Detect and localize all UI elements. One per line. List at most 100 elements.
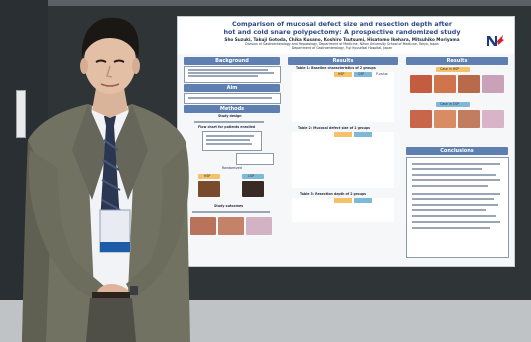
board-number-sign bbox=[16, 90, 26, 138]
left-arm bbox=[28, 150, 104, 300]
poster-authors-block: Sho Suzuki, Takuji Gotoda, Chika Kusano,… bbox=[192, 37, 492, 50]
table-2-title: Table 2: Mucosal defect size of 2 groups bbox=[298, 126, 371, 130]
poster-title-line-1: Comparison of mucosal defect size and re… bbox=[231, 20, 453, 28]
left-ear bbox=[80, 58, 88, 74]
poster-authors: Sho Suzuki, Takuji Gotoda, Chika Kusano,… bbox=[224, 37, 460, 42]
conclusions-header: Conclusions bbox=[406, 147, 508, 155]
aim-header: Aim bbox=[184, 84, 280, 92]
results-title: Results bbox=[332, 58, 354, 64]
board-top-rail bbox=[0, 0, 531, 6]
outcome-photo-1 bbox=[190, 217, 216, 235]
column-2: Results Table 1: Baseline characteristic… bbox=[288, 57, 398, 260]
research-poster: Comparison of mucosal defect size and re… bbox=[178, 17, 514, 266]
table-3-hsp-header bbox=[334, 198, 352, 203]
table-2-csp-header bbox=[354, 132, 372, 137]
case-csp-photo-4 bbox=[482, 110, 504, 128]
table-3-title: Table 3: Resection depth of 2 groups bbox=[300, 192, 367, 196]
flow-text-line bbox=[206, 143, 252, 145]
right-ear bbox=[132, 58, 140, 74]
method-photo-hsp bbox=[198, 181, 220, 197]
conclusion-line bbox=[412, 215, 496, 217]
case-hsp-photo-1 bbox=[410, 75, 432, 93]
case-csp-photo-1 bbox=[410, 110, 432, 128]
left-eye bbox=[95, 59, 107, 63]
neck bbox=[92, 88, 128, 118]
study-design-label: Study design bbox=[218, 114, 242, 118]
table-1-hsp-header bbox=[334, 72, 352, 77]
aim-box bbox=[184, 93, 281, 104]
wristwatch bbox=[130, 286, 138, 295]
excluded-box bbox=[236, 153, 274, 165]
poster-affiliation-2: Department of Gastroenterology, Fuji Kyu… bbox=[291, 46, 393, 50]
study-outcomes-label: Study outcomes bbox=[214, 204, 244, 208]
table-1: HSP CSP P-value bbox=[292, 72, 394, 122]
conclusion-line bbox=[412, 227, 490, 229]
randomized-label: Randomized bbox=[222, 166, 242, 170]
results-header: Results bbox=[288, 57, 398, 65]
university-logo-icon bbox=[487, 35, 504, 46]
right-arm bbox=[126, 146, 189, 298]
case-hsp-label: Case in HSP bbox=[440, 66, 460, 71]
case-hsp-photo-2 bbox=[434, 75, 456, 93]
conclusion-line bbox=[412, 198, 494, 200]
methods-title: Methods bbox=[219, 106, 245, 112]
hsp-label: HSP bbox=[204, 174, 211, 178]
flow-text-line bbox=[206, 139, 250, 141]
case-csp-label-box bbox=[436, 102, 470, 107]
right-lapel bbox=[112, 104, 148, 200]
poster-header: Comparison of mucosal defect size and re… bbox=[178, 17, 514, 54]
results-right-title: Results bbox=[446, 58, 468, 64]
tie-pattern bbox=[101, 139, 121, 211]
mouth bbox=[100, 83, 120, 87]
aim-text-line bbox=[188, 97, 272, 99]
poster-affiliation-1: Division of Gastroenterology and Hepatol… bbox=[245, 42, 439, 46]
column-3: Results Case in HSP Case in CSP Conclusi… bbox=[406, 57, 509, 260]
background-title: Background bbox=[215, 58, 249, 64]
table-1-csp-label: CSP bbox=[358, 71, 365, 76]
tie bbox=[100, 116, 120, 236]
csp-label: CSP bbox=[248, 174, 255, 178]
background-text-line bbox=[188, 69, 268, 71]
table-1-hsp-label: HSP bbox=[338, 71, 345, 76]
conclusion-line bbox=[412, 174, 496, 176]
background-text-line bbox=[188, 72, 274, 74]
nose bbox=[106, 65, 113, 78]
flow-text-line bbox=[206, 135, 254, 137]
conclusion-line bbox=[412, 204, 498, 206]
case-hsp-label-box bbox=[436, 67, 470, 72]
conclusion-line bbox=[412, 168, 482, 170]
conclusion-line bbox=[412, 179, 500, 181]
method-photo-csp bbox=[242, 181, 264, 197]
outcome-photo-2 bbox=[218, 217, 244, 235]
table-1-pvalue-label: P-value bbox=[376, 71, 388, 76]
outcome-photo-3 bbox=[246, 217, 272, 235]
hair bbox=[81, 17, 139, 58]
case-csp-photo-3 bbox=[458, 110, 480, 128]
csp-label-box bbox=[242, 174, 264, 179]
left-lapel bbox=[72, 104, 108, 200]
poster-title: Comparison of mucosal defect size and re… bbox=[192, 20, 492, 36]
background-text-line bbox=[188, 75, 258, 77]
face bbox=[84, 30, 136, 94]
case-hsp-photo-4 bbox=[482, 75, 504, 93]
methods-header: Methods bbox=[184, 105, 280, 113]
conclusion-line bbox=[412, 193, 500, 195]
table-2 bbox=[292, 132, 394, 188]
background-header: Background bbox=[184, 57, 280, 65]
poster-title-line-2: hot and cold snare polypectomy: A prospe… bbox=[223, 28, 461, 36]
case-hsp-photo-3 bbox=[458, 75, 480, 93]
conclusion-line bbox=[412, 209, 486, 211]
methods-text-line bbox=[192, 211, 270, 213]
case-csp-label: Case in CSP bbox=[440, 101, 459, 106]
name-badge-stripe bbox=[100, 242, 130, 252]
hsp-label-box bbox=[198, 174, 220, 179]
belt bbox=[92, 292, 130, 299]
column-1: Background Aim Methods Study design Flow… bbox=[184, 57, 281, 260]
results-right-header: Results bbox=[406, 57, 508, 65]
conclusion-line bbox=[412, 185, 488, 187]
conclusions-box bbox=[406, 157, 509, 258]
conclusion-line bbox=[412, 163, 500, 165]
table-3 bbox=[292, 198, 394, 222]
